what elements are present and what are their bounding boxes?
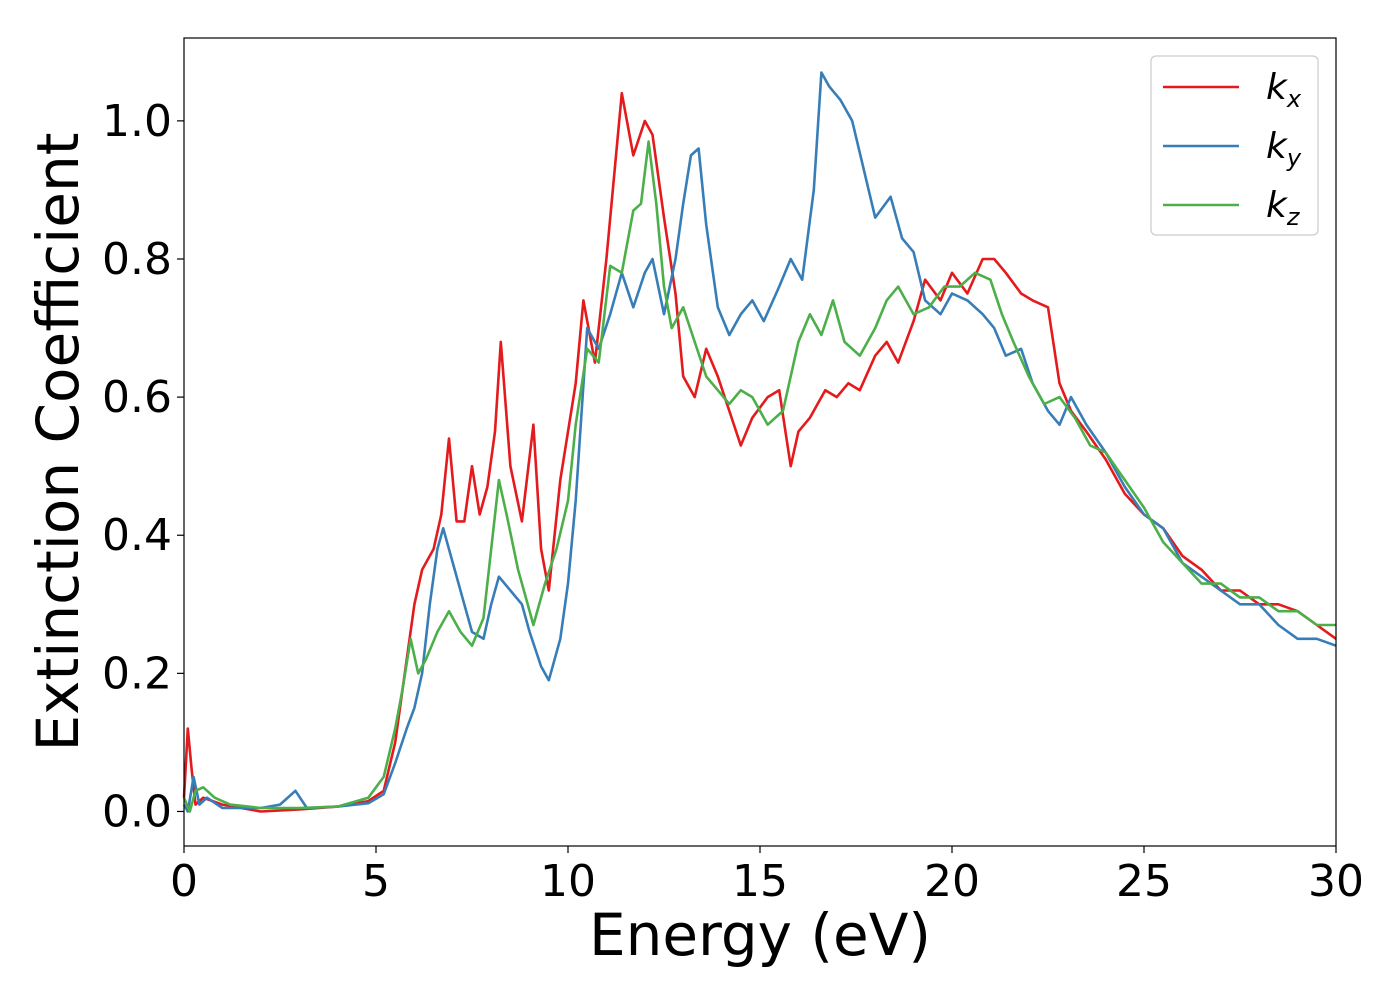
legend-label-subscript: x (1286, 85, 1302, 113)
legend-label-base: k (1266, 126, 1289, 167)
x-tick-label: 10 (540, 856, 596, 907)
y-tick-label: 0.2 (102, 648, 172, 699)
legend-label-kx: kx (1266, 67, 1302, 113)
x-tick-label: 20 (924, 856, 980, 907)
series-line-kx (182, 91, 1337, 813)
legend-label-base: k (1266, 67, 1289, 108)
y-tick-label: 0.8 (102, 234, 172, 285)
legend-label-kz: kz (1266, 185, 1301, 231)
y-tick-label: 0.0 (102, 786, 172, 837)
x-axis-ticks: 0 5 10 15 20 25 30 (170, 846, 1364, 907)
y-tick-label: 0.4 (102, 510, 172, 561)
x-tick-label: 5 (362, 856, 390, 907)
legend-label-subscript: z (1286, 203, 1301, 231)
legend-label-subscript: y (1286, 144, 1302, 172)
x-tick-label: 25 (1116, 856, 1172, 907)
y-tick-label: 1.0 (102, 96, 172, 147)
y-axis-label: Extinction Coefficient (24, 133, 92, 752)
legend-label-ky: ky (1266, 126, 1302, 172)
series-line-ky (182, 71, 1337, 813)
legend-label-base: k (1266, 185, 1289, 226)
y-tick-label: 0.6 (102, 372, 172, 423)
y-axis-ticks: 0.0 0.2 0.4 0.6 0.8 1.0 (102, 96, 184, 837)
x-axis-label: Energy (eV) (589, 901, 931, 969)
x-tick-label: 15 (732, 856, 788, 907)
series-line-kz (182, 140, 1336, 813)
x-tick-label: 30 (1308, 856, 1364, 907)
series-layer (182, 71, 1337, 813)
x-tick-label: 0 (170, 856, 198, 907)
